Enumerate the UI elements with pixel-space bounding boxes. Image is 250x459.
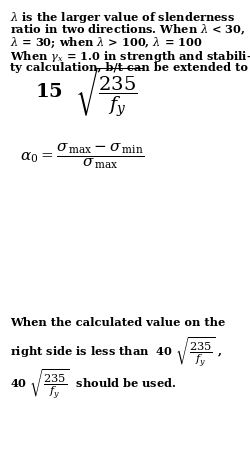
Text: ty calculation, b/t can be extended to: ty calculation, b/t can be extended to [10,62,248,73]
Text: $\sqrt{\dfrac{235}{f_y}}$: $\sqrt{\dfrac{235}{f_y}}$ [75,65,142,118]
Text: $\lambda$ = 30; when $\lambda$ > 100, $\lambda$ = 100: $\lambda$ = 30; when $\lambda$ > 100, $\… [10,36,203,50]
Text: $\mathbf{15}$: $\mathbf{15}$ [35,83,63,101]
Text: right side is less than  40 $\sqrt{\dfrac{235}{f_y}}$ ,: right side is less than 40 $\sqrt{\dfrac… [10,336,222,369]
Text: 40 $\sqrt{\dfrac{235}{f_y}}$  should be used.: 40 $\sqrt{\dfrac{235}{f_y}}$ should be u… [10,367,176,401]
Text: $\lambda$ is the larger value of slenderness: $\lambda$ is the larger value of slender… [10,10,235,25]
Text: ratio in two directions. When $\lambda$ < 30,: ratio in two directions. When $\lambda$ … [10,23,246,37]
Text: When $\gamma_x$ = 1.0 in strength and stabili-: When $\gamma_x$ = 1.0 in strength and st… [10,49,250,64]
Text: When the calculated value on the: When the calculated value on the [10,317,225,328]
Text: $\alpha_0 = \dfrac{\sigma_{\,\mathrm{max}} - \sigma_{\,\mathrm{min}}}{\sigma_{\,: $\alpha_0 = \dfrac{\sigma_{\,\mathrm{max… [20,141,144,171]
